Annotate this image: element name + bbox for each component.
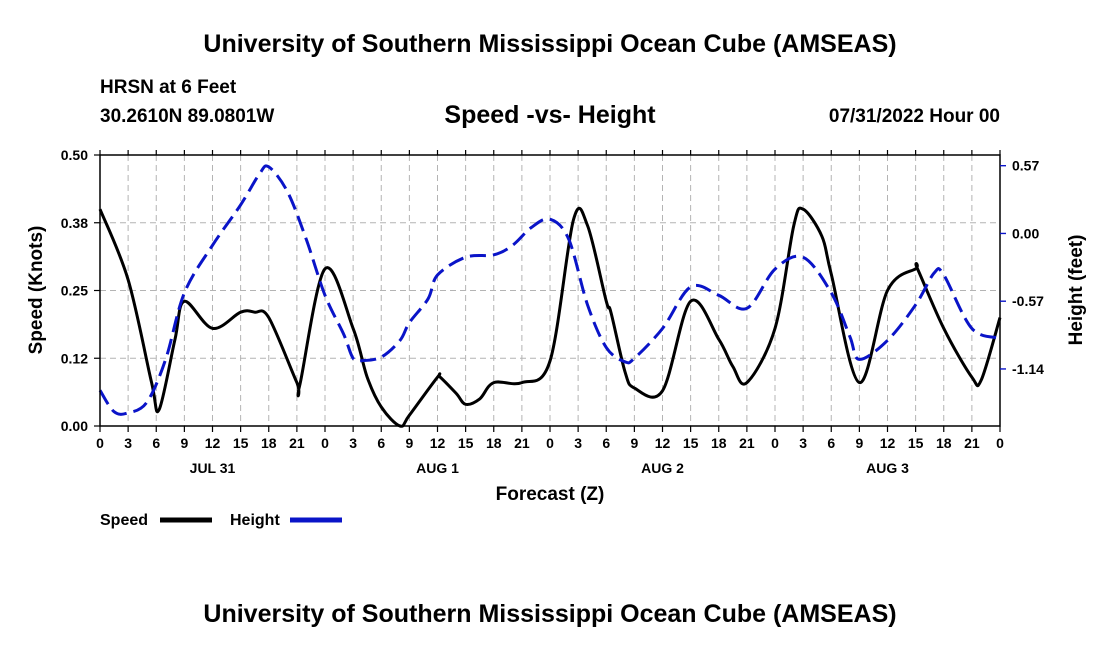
coordinates-label: 30.2610N 89.0801W bbox=[100, 106, 275, 127]
x-tick-label: 3 bbox=[124, 435, 132, 451]
y-tick-label: 0.00 bbox=[61, 418, 88, 434]
y-tick-label: 0.25 bbox=[61, 283, 88, 299]
y2-tick-label: 0.00 bbox=[1012, 225, 1039, 241]
legend-height-label: Height bbox=[230, 512, 280, 529]
x-tick-label: 6 bbox=[827, 435, 835, 451]
x-tick-label: 12 bbox=[205, 435, 221, 451]
x-tick-label: 6 bbox=[377, 435, 385, 451]
station-label: HRSN at 6 Feet bbox=[100, 77, 237, 98]
date-label: AUG 1 bbox=[416, 460, 459, 476]
x-tick-label: 12 bbox=[655, 435, 671, 451]
date-label: AUG 2 bbox=[641, 460, 684, 476]
x-tick-label: 9 bbox=[180, 435, 188, 451]
x-tick-label: 15 bbox=[458, 435, 474, 451]
height-series-line bbox=[98, 164, 1001, 416]
date-label: AUG 3 bbox=[866, 460, 909, 476]
y-tick-label: 0.12 bbox=[61, 350, 88, 366]
x-tick-label: 12 bbox=[880, 435, 896, 451]
x-tick-label: 3 bbox=[799, 435, 807, 451]
grid-layer bbox=[100, 155, 1000, 426]
legend: Speed Height bbox=[100, 512, 342, 529]
x-tick-label: 15 bbox=[233, 435, 249, 451]
x-axis-title: Forecast (Z) bbox=[496, 484, 605, 505]
ticks-layer: 0 3 6 9 12 15 18 21 0 3 6 9 12 15 18 21 0 3 6 9 12 15 18 21 0 3 6 9… bbox=[61, 147, 1044, 476]
x-tick-label: 9 bbox=[855, 435, 863, 451]
x-tick-label: 15 bbox=[683, 435, 699, 451]
y2-tick-label: -0.57 bbox=[1012, 293, 1044, 309]
x-tick-label: 15 bbox=[908, 435, 924, 451]
x-tick-label: 18 bbox=[936, 435, 952, 451]
y2-tick-label: 0.57 bbox=[1012, 158, 1039, 174]
x-tick-label: 0 bbox=[321, 435, 329, 451]
date-label: JUL 31 bbox=[190, 460, 236, 476]
y2-tick-label: -1.14 bbox=[1012, 361, 1044, 377]
forecast-datetime: 07/31/2022 Hour 00 bbox=[828, 106, 1000, 127]
legend-speed-label: Speed bbox=[100, 512, 148, 529]
y-tick-label: 0.38 bbox=[61, 215, 88, 231]
x-tick-label: 9 bbox=[630, 435, 638, 451]
x-tick-label: 21 bbox=[289, 435, 305, 451]
x-tick-label: 0 bbox=[96, 435, 104, 451]
x-tick-label: 0 bbox=[546, 435, 554, 451]
y-axis-title: Speed (Knots) bbox=[26, 226, 47, 355]
speed-series-line bbox=[98, 206, 1002, 428]
x-tick-label: 6 bbox=[152, 435, 160, 451]
x-tick-label: 9 bbox=[405, 435, 413, 451]
x-tick-label: 6 bbox=[602, 435, 610, 451]
x-tick-label: 3 bbox=[574, 435, 582, 451]
x-tick-label: 21 bbox=[514, 435, 530, 451]
chart-title: University of Southern Mississippi Ocean… bbox=[203, 30, 897, 58]
x-tick-label: 0 bbox=[771, 435, 779, 451]
y-tick-label: 0.50 bbox=[61, 147, 88, 163]
x-tick-label: 18 bbox=[261, 435, 277, 451]
footer-title: University of Southern Mississippi Ocean… bbox=[203, 600, 897, 628]
series-layer bbox=[98, 164, 1002, 428]
x-tick-label: 12 bbox=[430, 435, 446, 451]
x-tick-label: 18 bbox=[711, 435, 727, 451]
chart-subtitle: Speed -vs- Height bbox=[444, 101, 656, 129]
x-tick-label: 3 bbox=[349, 435, 357, 451]
x-tick-label: 21 bbox=[964, 435, 980, 451]
x-tick-label: 0 bbox=[996, 435, 1004, 451]
x-tick-label: 18 bbox=[486, 435, 502, 451]
y2-axis-title: Height (feet) bbox=[1066, 235, 1087, 346]
x-tick-label: 21 bbox=[739, 435, 755, 451]
